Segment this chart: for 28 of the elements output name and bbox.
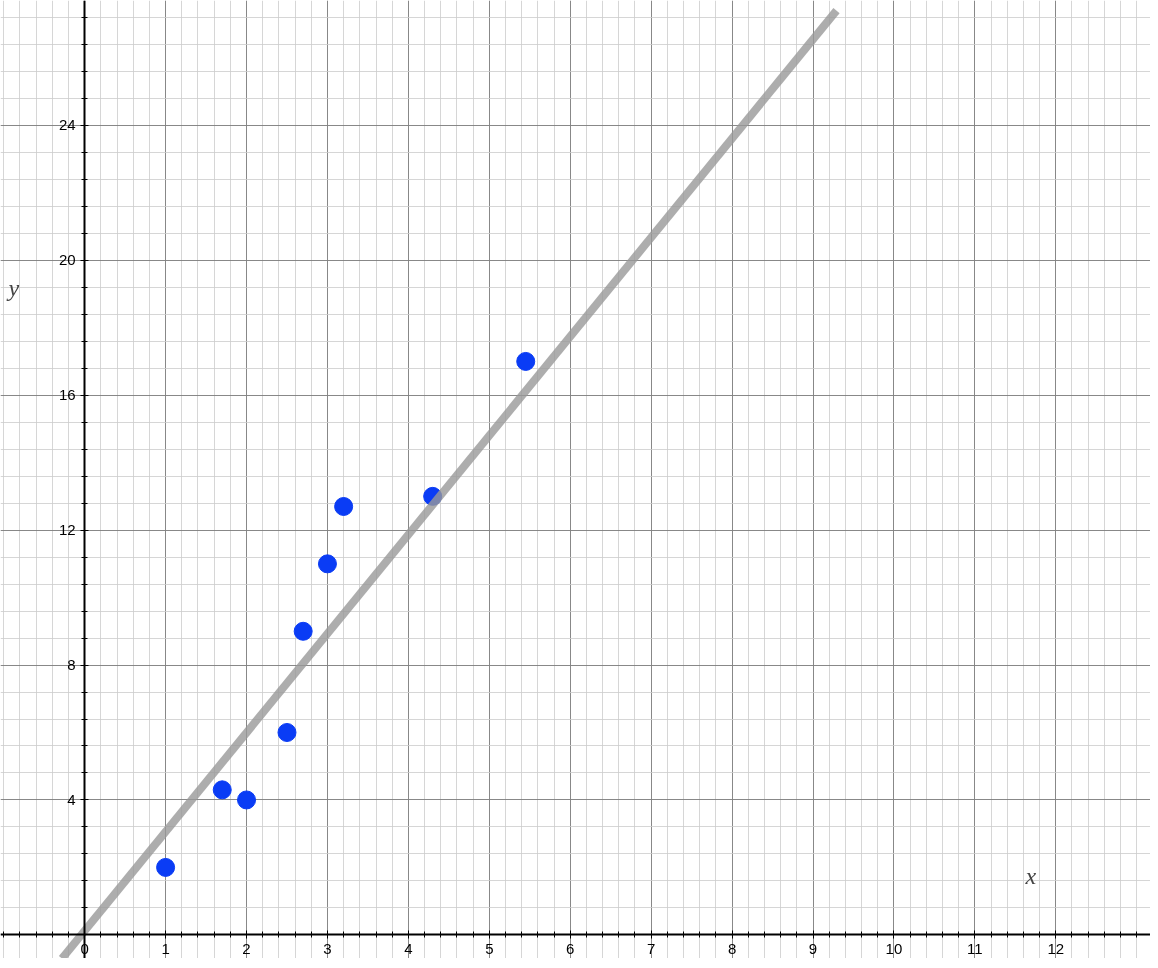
x-tick-label: 6 [566, 939, 575, 957]
point [317, 554, 337, 574]
x-tick-label: 3 [323, 939, 332, 957]
y-tick-label: 12 [58, 521, 76, 539]
x-tick-label: 10 [885, 939, 903, 957]
y-tick-label: 16 [58, 386, 76, 404]
x-tick-label: 4 [404, 939, 413, 957]
x-tick-label: 7 [647, 939, 656, 957]
x-tick-label: 1 [161, 939, 170, 957]
x-tick-label: 12 [1047, 939, 1065, 957]
x-tick-label: 11 [967, 939, 983, 957]
x-axis-title: x [1024, 862, 1037, 889]
x-tick-label: 9 [808, 939, 818, 957]
point [237, 790, 257, 810]
y-axis-title: y [6, 274, 20, 301]
y-tick-label: 20 [58, 251, 76, 269]
y-tick-label: 24 [58, 116, 76, 134]
point [277, 723, 297, 742]
y-tick-label: 4 [67, 790, 76, 808]
x-tick-label: 2 [242, 939, 251, 957]
x-tick-label: 8 [727, 939, 737, 957]
y-tick-label: 8 [67, 656, 76, 674]
point [212, 780, 232, 800]
point [516, 351, 536, 371]
point [334, 497, 354, 516]
point [156, 857, 176, 877]
x-tick-label: 5 [485, 939, 494, 957]
point [293, 621, 313, 641]
